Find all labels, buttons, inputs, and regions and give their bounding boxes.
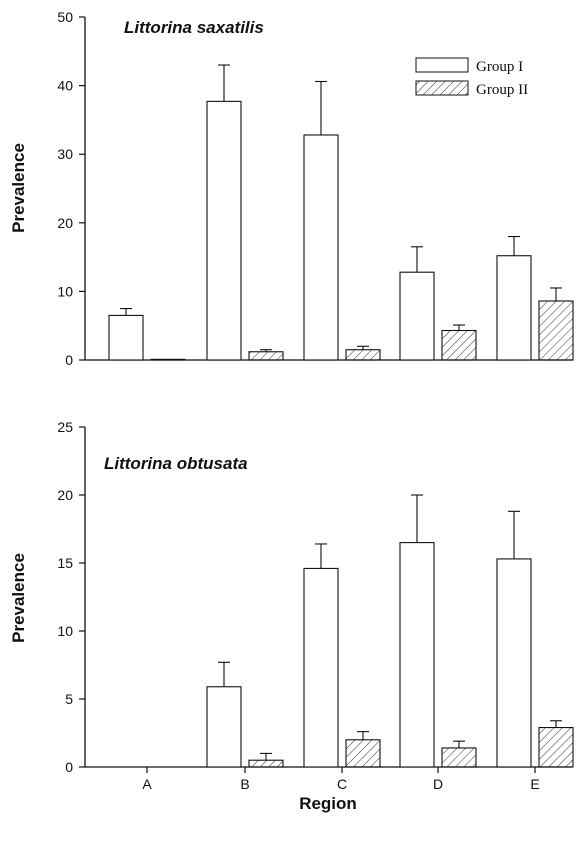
chart-title: Littorina obtusata (104, 454, 248, 473)
x-tick-label: E (530, 776, 539, 792)
y-tick-label: 0 (65, 759, 73, 775)
chart-panel-saxatilis: 0 10 20 30 40 50 Littorina saxatilis Prevalen… (9, 9, 574, 368)
x-tick-label: D (433, 776, 443, 792)
y-axis-label: Prevalence (9, 553, 28, 643)
legend-swatch-group-2 (415, 80, 469, 96)
bar-group-1-C (303, 134, 339, 361)
x-category-labels: A B C D E (142, 767, 540, 792)
bars (206, 494, 574, 768)
x-tick-label: A (142, 776, 152, 792)
y-ticks: 0 5 10 15 20 25 (57, 419, 85, 775)
bar-group-1-E (496, 558, 532, 768)
bar-group-2-A (150, 358, 186, 361)
y-tick-label: 20 (57, 487, 73, 503)
bar-group-2-B (248, 351, 284, 361)
chart-panel-obtusata: 0 5 10 15 20 25 A B C D E Littorina obtusata Prev… (9, 419, 574, 813)
legend: Group I Group II (415, 57, 528, 98)
y-tick-label: 0 (65, 352, 73, 368)
bar-group-1-E (496, 255, 532, 361)
bar-group-1-D (399, 271, 435, 361)
y-tick-label: 20 (57, 215, 73, 231)
y-tick-label: 15 (57, 555, 73, 571)
y-axis-label: Prevalence (9, 143, 28, 233)
legend-label-group-1: Group I (476, 59, 523, 75)
bar-group-2-E (538, 727, 574, 768)
y-tick-label: 30 (57, 146, 73, 162)
bar-group-2-C (345, 739, 381, 768)
y-tick-label: 10 (57, 623, 73, 639)
bar-group-1-D (399, 542, 435, 768)
legend-swatch-group-1 (415, 57, 469, 73)
x-tick-label: B (240, 776, 249, 792)
legend-label-group-2: Group II (476, 82, 528, 98)
y-tick-label: 50 (57, 9, 73, 25)
y-tick-label: 5 (65, 691, 73, 707)
x-tick-label: C (337, 776, 347, 792)
y-tick-label: 40 (57, 78, 73, 94)
bar-group-2-D (441, 747, 477, 768)
y-tick-label: 10 (57, 283, 73, 299)
bar-group-1-C (303, 567, 339, 768)
chart-title: Littorina saxatilis (124, 18, 264, 37)
x-axis-label: Region (299, 794, 357, 813)
bar-group-1-B (206, 100, 242, 361)
bar-group-1-B (206, 686, 242, 768)
y-tick-label: 25 (57, 419, 73, 435)
bar-group-2-D (441, 329, 477, 361)
bar-group-2-E (538, 300, 574, 361)
bars (108, 64, 574, 361)
bar-group-2-C (345, 349, 381, 361)
bar-group-2-B (248, 759, 284, 768)
bar-group-1-A (108, 314, 144, 361)
y-ticks: 0 10 20 30 40 50 (57, 9, 85, 368)
